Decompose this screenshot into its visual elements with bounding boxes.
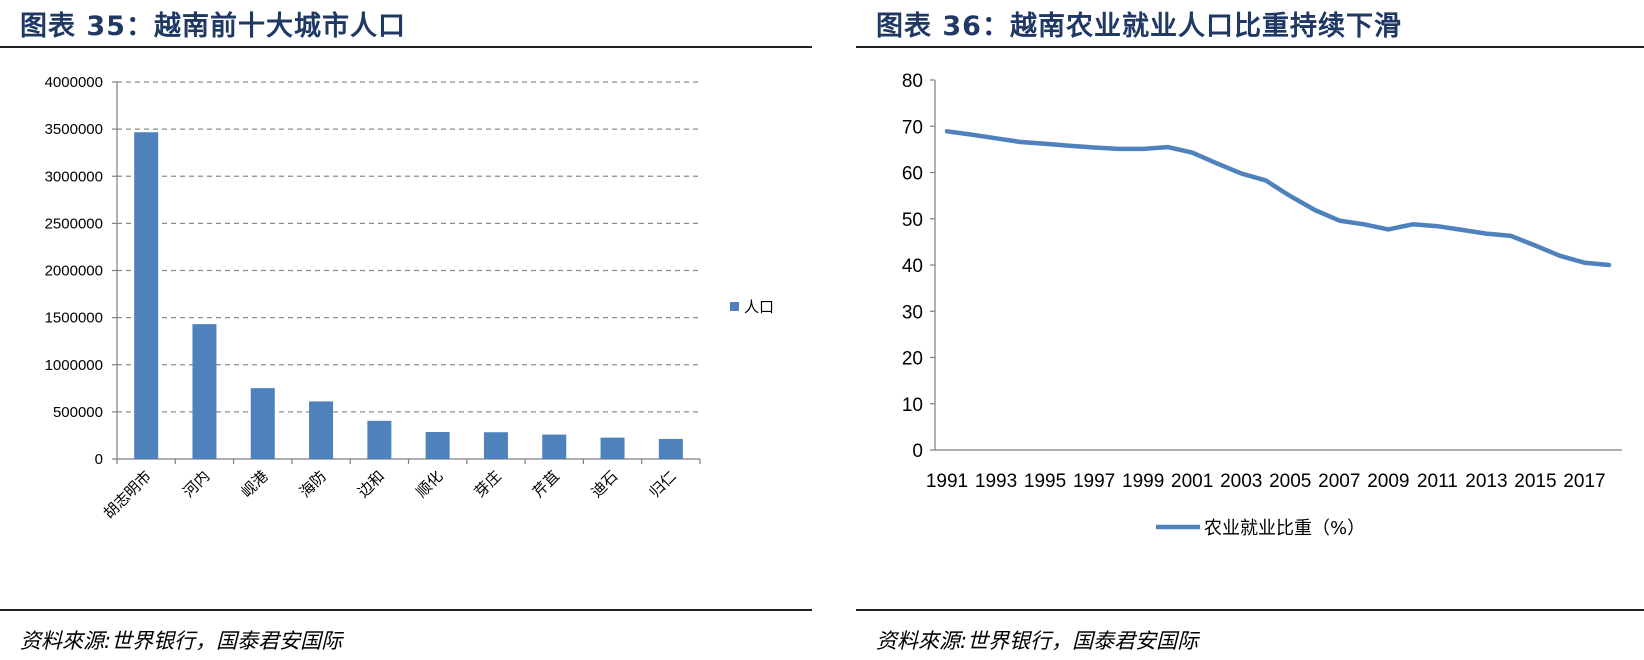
y-tick-label: 80 (902, 71, 923, 92)
bar (425, 432, 450, 459)
left-panel: 图表 35：越南前十大城市人口 0 500000 1000000 1500000 200… (0, 0, 812, 660)
x-category-label: 迪石 (587, 467, 621, 501)
y-tick-label: 70 (902, 117, 923, 138)
legend-label: 农业就业比重（%） (1204, 518, 1365, 539)
y-tick-label: 3500000 (45, 121, 103, 138)
y-tick-label: 0 (912, 441, 923, 462)
x-tick-label: 1997 (1073, 471, 1115, 492)
x-tick-label: 2005 (1269, 471, 1311, 492)
x-tick-label: 2013 (1465, 471, 1507, 492)
bar (658, 438, 683, 459)
right-chart-title: 图表 36：越南农业就业人口比重持续下滑 (876, 11, 1402, 42)
x-tick-label: 2011 (1417, 471, 1458, 492)
x-category-label: 芽庄 (471, 467, 505, 501)
y-tick-label: 0 (95, 451, 103, 468)
x-category-label: 海防 (296, 467, 330, 501)
y-tick-label: 500000 (53, 404, 103, 421)
y-tick-label: 60 (902, 164, 923, 185)
y-tick-label: 30 (902, 302, 923, 323)
series-line (944, 129, 1612, 268)
agri-employment-line-chart: 0 10 20 30 40 50 60 70 80 1991 1993 1995 1997 1999 200… (902, 71, 1622, 539)
bar (542, 434, 567, 459)
x-category-label: 胡志明市 (100, 467, 155, 522)
bar (309, 401, 334, 459)
x-tick-label: 2009 (1367, 471, 1409, 492)
y-tick-label: 2500000 (45, 215, 103, 232)
x-category-label: 边和 (354, 467, 388, 501)
y-tick-label: 10 (902, 395, 923, 416)
population-bar-chart: 0 500000 1000000 1500000 2000000 2500000 30000… (45, 74, 774, 522)
x-category-label: 芹苴 (529, 467, 563, 501)
x-tick-label: 2007 (1318, 471, 1360, 492)
y-tick-label: 3000000 (45, 168, 103, 185)
right-bottom-rule (856, 609, 1644, 611)
bar (250, 388, 275, 459)
right-source-note: 资料來源:世界银行，国泰君安国际 (876, 629, 1199, 653)
x-tick-label: 1999 (1122, 471, 1164, 492)
y-tick-label: 40 (902, 256, 923, 277)
bar (367, 420, 392, 459)
left-top-rule (0, 46, 812, 48)
x-tick-label: 2003 (1220, 471, 1262, 492)
y-tick-label: 50 (902, 210, 923, 231)
right-top-rule (856, 46, 1644, 48)
legend-label: 人口 (744, 298, 774, 316)
y-tick-label: 20 (902, 349, 923, 370)
x-category-label: 河内 (179, 467, 213, 501)
x-category-label: 岘港 (238, 467, 272, 501)
bar (483, 432, 508, 459)
legend-swatch (730, 302, 739, 311)
right-panel: 图表 36：越南农业就业人口比重持续下滑 0 10 20 30 40 50 60 70 80 19… (856, 0, 1644, 660)
left-source-note: 资料來源:世界银行，国泰君安国际 (20, 629, 343, 653)
x-tick-label: 2015 (1514, 471, 1556, 492)
bar (134, 132, 159, 460)
y-tick-label: 1000000 (45, 357, 103, 374)
x-tick-label: 2017 (1563, 471, 1605, 492)
bar (600, 437, 625, 459)
x-tick-label: 1993 (975, 471, 1017, 492)
y-tick-label: 2000000 (45, 263, 103, 280)
left-chart-title: 图表 35：越南前十大城市人口 (20, 11, 406, 42)
x-category-label: 归仁 (646, 467, 680, 501)
x-tick-label: 1995 (1024, 471, 1066, 492)
y-tick-label: 4000000 (45, 74, 103, 91)
left-bottom-rule (0, 609, 812, 611)
x-tick-label: 1991 (926, 471, 968, 492)
bar (192, 324, 217, 459)
x-category-label: 顺化 (413, 467, 447, 501)
x-tick-label: 2001 (1171, 471, 1213, 492)
y-tick-label: 1500000 (45, 310, 103, 327)
